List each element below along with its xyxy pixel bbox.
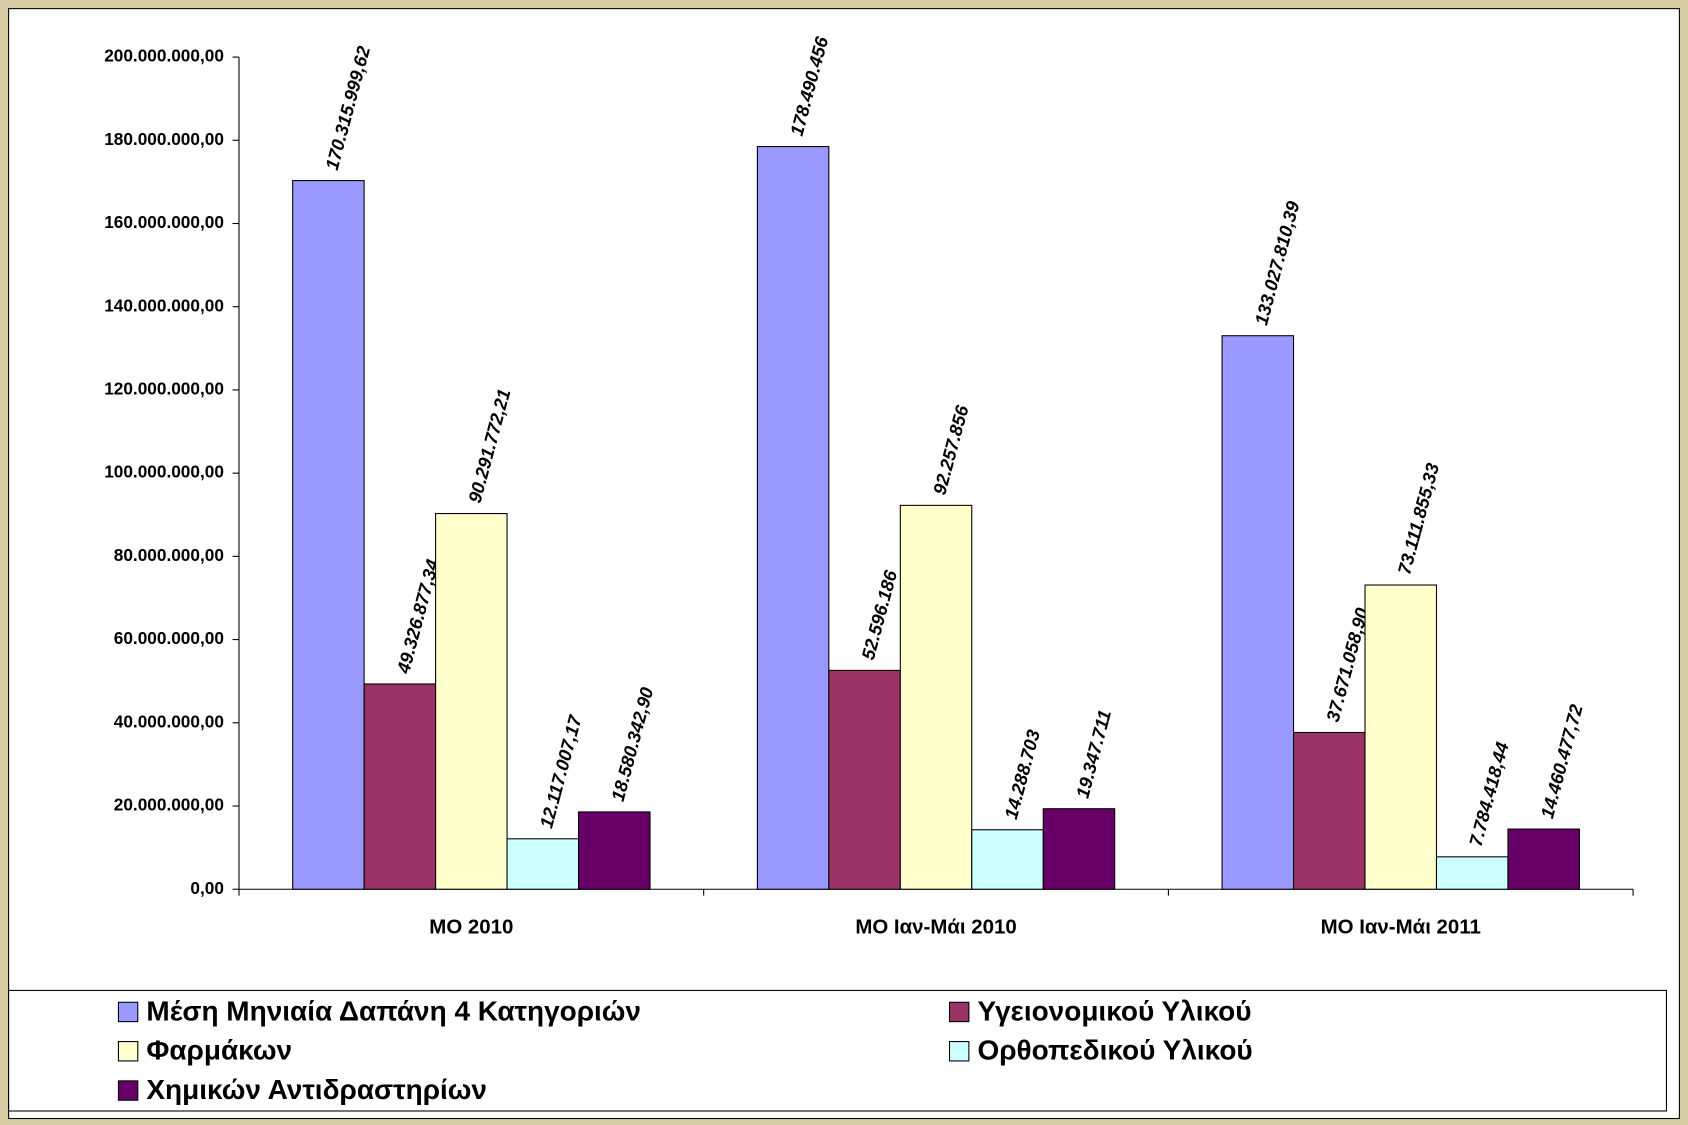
bar — [1221, 335, 1295, 890]
bar — [363, 683, 437, 890]
y-tick-label: 0,00 — [190, 878, 224, 898]
y-tick-label: 120.000.000,00 — [104, 378, 224, 398]
bar — [756, 146, 830, 890]
legend-swatch — [117, 1080, 139, 1101]
legend-label: Φαρμάκων — [146, 1035, 292, 1066]
bar — [899, 504, 973, 890]
bar — [1364, 584, 1438, 890]
x-tick-label: ΜΟ 2010 — [429, 915, 513, 938]
bar — [828, 669, 901, 890]
x-tick-label: ΜΟ Ιαν-Μάι 2010 — [855, 915, 1016, 938]
y-tick-label: 80.000.000,00 — [114, 545, 224, 565]
bar — [1435, 856, 1509, 890]
legend-label: Ορθοπεδικού Υλικού — [977, 1035, 1252, 1066]
legend-label: Χημικών Αντιδραστηρίων — [146, 1074, 487, 1105]
bar — [1042, 808, 1116, 890]
legend-label: Υγειονομικού Υλικού — [977, 995, 1251, 1026]
legend-swatch — [948, 1001, 970, 1023]
bar — [506, 838, 580, 890]
y-tick-label: 60.000.000,00 — [114, 628, 224, 648]
bar — [578, 811, 651, 890]
y-tick-label: 20.000.000,00 — [114, 795, 224, 815]
legend-swatch — [117, 1041, 139, 1062]
bar — [1507, 828, 1580, 890]
legend-box — [8, 989, 1668, 1112]
bar — [971, 829, 1044, 890]
y-tick-label: 140.000.000,00 — [104, 295, 224, 315]
bar — [1293, 731, 1366, 890]
y-tick-label: 100.000.000,00 — [104, 462, 224, 482]
legend-swatch — [117, 1001, 139, 1023]
y-tick-label: 160.000.000,00 — [104, 212, 224, 232]
legend-swatch — [948, 1041, 970, 1062]
chart-area — [8, 8, 1680, 1120]
bar — [435, 513, 508, 890]
legend-label: Μέση Μηνιαία Δαπάνη 4 Κατηγοριών — [146, 995, 641, 1026]
y-tick-label: 40.000.000,00 — [114, 711, 224, 731]
y-tick-label: 180.000.000,00 — [104, 129, 224, 149]
y-tick-label: 200.000.000,00 — [104, 46, 224, 66]
x-tick-label: ΜΟ Ιαν-Μάι 2011 — [1321, 915, 1481, 938]
bar — [292, 180, 365, 890]
